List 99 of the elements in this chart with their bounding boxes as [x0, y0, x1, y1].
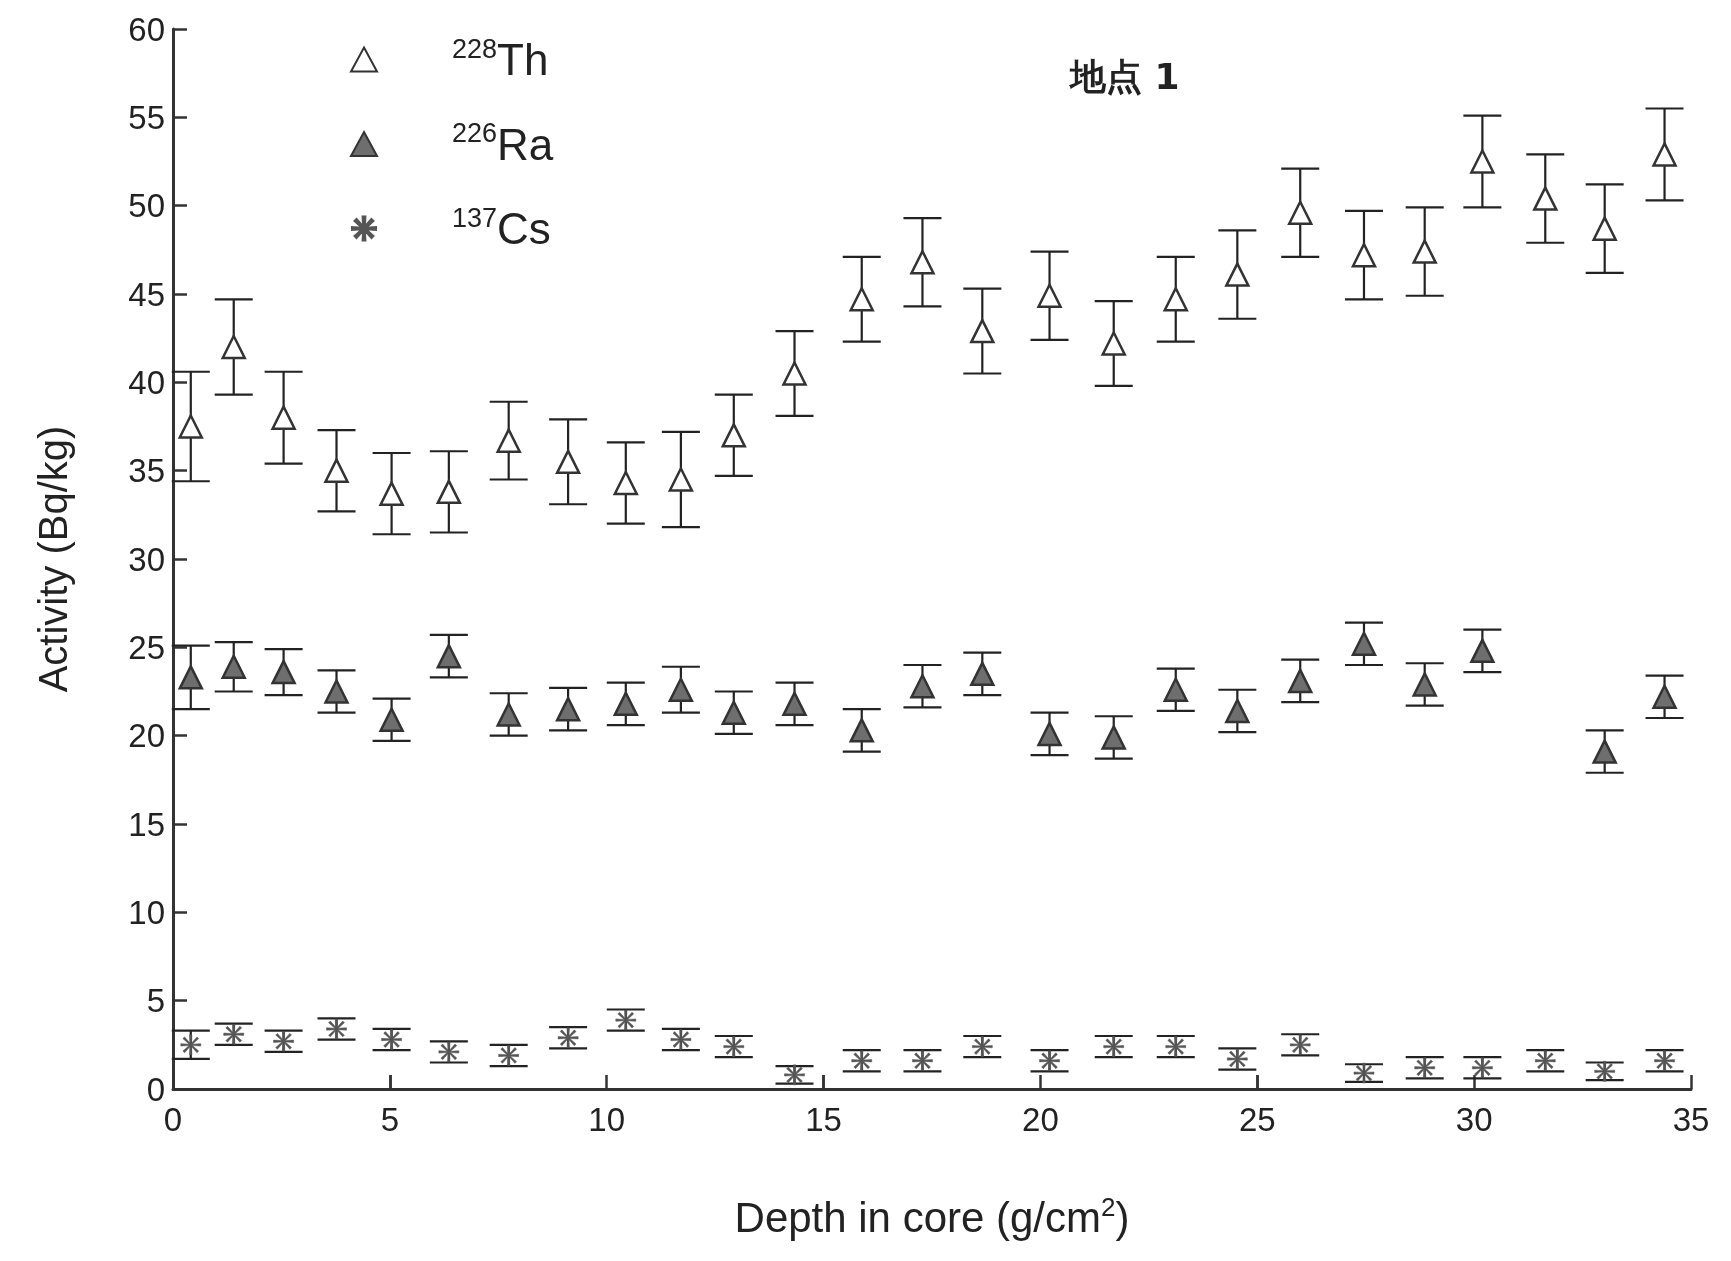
point — [438, 1041, 460, 1063]
point — [1227, 1048, 1248, 1070]
x-tick-label: 5 — [380, 1101, 400, 1138]
x-tick-label: 35 — [1672, 1101, 1710, 1138]
point — [1652, 684, 1677, 710]
y-tick-label: 50 — [128, 187, 165, 225]
y-tick-label: 20 — [128, 717, 165, 755]
point — [1654, 1050, 1675, 1071]
point — [1037, 283, 1062, 309]
point — [1039, 1050, 1060, 1071]
point — [972, 1036, 993, 1057]
y-tick-label: 5 — [146, 982, 165, 1020]
point — [271, 659, 296, 685]
point — [180, 1034, 202, 1056]
point — [1592, 739, 1617, 764]
point — [849, 287, 874, 312]
point — [1287, 668, 1313, 694]
point — [1163, 287, 1188, 312]
point — [1414, 1057, 1435, 1079]
point — [912, 1050, 933, 1071]
point — [436, 479, 462, 505]
y-tick-label: 40 — [128, 363, 165, 401]
point — [555, 696, 581, 722]
point — [784, 1064, 805, 1086]
point — [381, 1029, 402, 1050]
point — [910, 673, 935, 699]
point — [557, 1027, 579, 1049]
point — [1412, 672, 1437, 697]
point — [178, 414, 204, 439]
point — [223, 1023, 244, 1045]
y-tick-label: 0 — [146, 1070, 165, 1108]
point — [324, 458, 349, 483]
point — [782, 361, 807, 386]
y-tick-label: 15 — [128, 805, 165, 843]
point — [555, 449, 581, 475]
point — [496, 428, 521, 453]
point — [615, 1009, 637, 1031]
point — [670, 1029, 692, 1050]
point — [1225, 698, 1250, 724]
point — [1533, 186, 1558, 211]
point — [1101, 331, 1126, 356]
y-axis-title: Activity (Bq/kg) — [31, 425, 75, 693]
point — [1472, 1057, 1493, 1079]
point — [221, 654, 246, 680]
point — [721, 700, 747, 725]
point — [849, 718, 874, 743]
point — [970, 661, 995, 687]
point — [221, 334, 246, 360]
x-tick-label: 25 — [1238, 1101, 1276, 1138]
point — [910, 249, 935, 275]
y-tick-label: 25 — [128, 628, 165, 666]
point — [1287, 200, 1313, 225]
x-tick-label: 15 — [805, 1101, 842, 1138]
point — [1101, 725, 1126, 750]
point — [496, 702, 521, 727]
y-tick-label: 30 — [128, 540, 165, 578]
point — [1470, 149, 1495, 174]
point — [668, 467, 694, 492]
point — [1225, 262, 1250, 287]
point — [379, 481, 404, 506]
x-tick-label: 10 — [588, 1101, 626, 1138]
point — [1652, 142, 1677, 167]
point — [271, 405, 296, 430]
point — [1470, 638, 1495, 664]
point — [178, 665, 204, 690]
point — [721, 423, 747, 448]
y-tick-label: 55 — [128, 98, 165, 136]
point — [1351, 242, 1377, 268]
x-tick-label: 20 — [1022, 1101, 1059, 1138]
point — [613, 691, 639, 717]
point — [1412, 239, 1437, 264]
point — [782, 691, 807, 717]
point — [498, 1045, 519, 1066]
y-tick-label: 35 — [128, 452, 165, 490]
point — [273, 1031, 294, 1052]
y-tick-label: 60 — [128, 10, 165, 48]
point — [1289, 1034, 1311, 1056]
point — [613, 470, 639, 496]
y-tick-label: 45 — [128, 275, 165, 313]
point — [436, 643, 462, 669]
point — [324, 679, 349, 704]
point — [970, 318, 995, 344]
point — [1163, 677, 1188, 702]
point — [1351, 631, 1377, 657]
point — [1103, 1036, 1124, 1057]
point — [723, 1036, 745, 1057]
point — [1535, 1050, 1556, 1071]
point — [1353, 1062, 1375, 1084]
point — [379, 707, 404, 733]
point — [668, 677, 694, 702]
point — [1594, 1061, 1615, 1082]
point — [326, 1018, 347, 1040]
point — [1037, 721, 1062, 747]
y-tick-label: 10 — [128, 893, 165, 931]
annotation: 地点 1 — [1068, 55, 1180, 97]
point — [1592, 216, 1617, 241]
point — [1165, 1036, 1186, 1057]
point — [851, 1050, 872, 1071]
x-tick-label: 30 — [1455, 1101, 1493, 1138]
